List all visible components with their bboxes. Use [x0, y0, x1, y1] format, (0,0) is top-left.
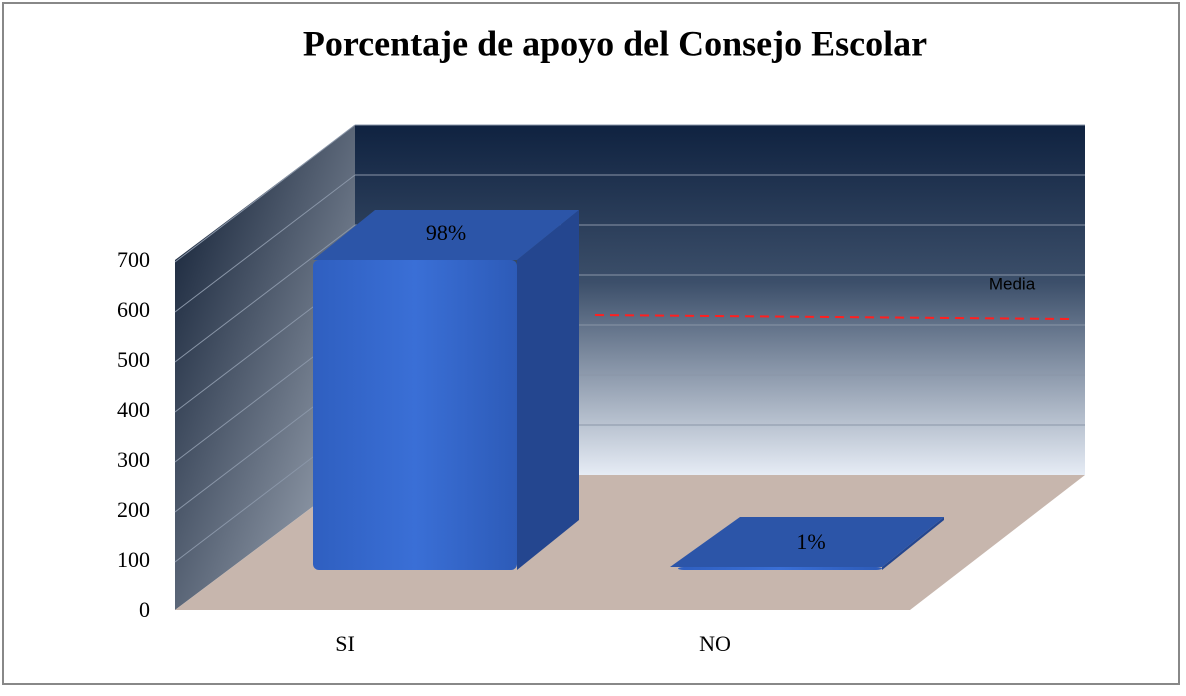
grid-line — [174, 174, 356, 313]
bar — [678, 567, 882, 570]
side-wall — [175, 125, 355, 610]
bar-side — [882, 517, 944, 570]
bar — [313, 260, 517, 570]
chart-title: Porcentaje de apoyo del Consejo Escolar — [303, 23, 927, 63]
y-tick-label: 0 — [139, 597, 150, 622]
reference-line — [594, 314, 1071, 320]
grid-line — [174, 124, 356, 263]
bar-side — [517, 210, 579, 570]
bar-top — [313, 210, 579, 260]
x-tick-label: NO — [699, 631, 731, 656]
y-tick-label: 100 — [117, 547, 150, 572]
y-tick-label: 200 — [117, 497, 150, 522]
y-tick-label: 300 — [117, 447, 150, 472]
x-tick-label: SI — [335, 631, 355, 656]
bar-top — [670, 517, 944, 567]
y-tick-label: 600 — [117, 297, 150, 322]
grid-line — [174, 224, 356, 363]
reference-label: Media — [989, 274, 1036, 293]
value-label: 98% — [426, 220, 466, 245]
y-tick-label: 500 — [117, 347, 150, 372]
y-tick-label: 400 — [117, 397, 150, 422]
y-tick-label: 700 — [117, 247, 150, 272]
value-label: 1% — [796, 529, 825, 554]
